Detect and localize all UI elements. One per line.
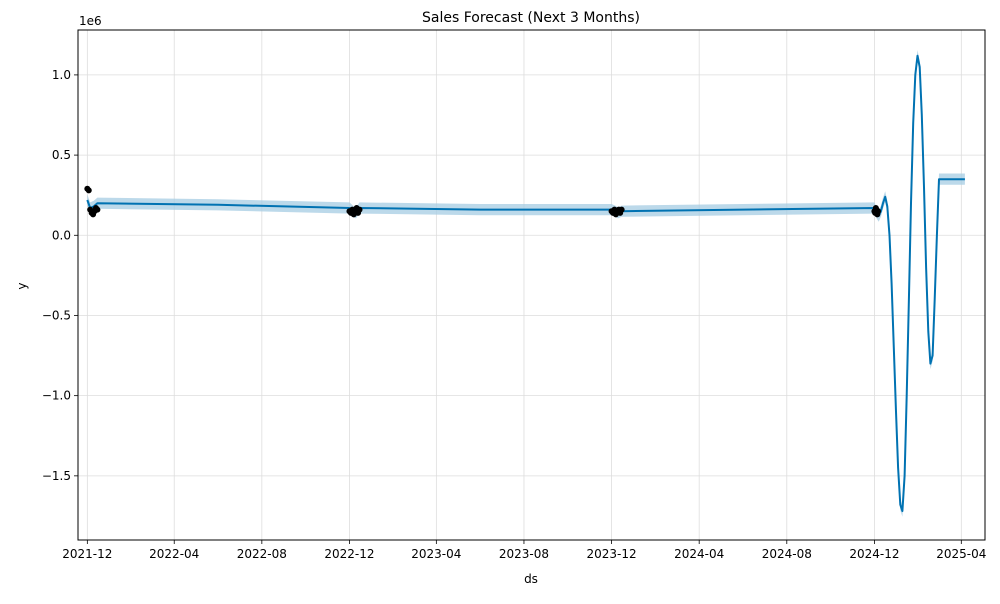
y-tick-label: −0.5 (42, 308, 71, 322)
axis-ticks: 2021-12 2022-04 2022-08 2022-12 2023-04 2023-… (42, 68, 987, 561)
observed-point (874, 208, 881, 215)
observed-point (356, 206, 363, 213)
y-offset-label: 1e6 (79, 14, 102, 28)
y-tick-label: 0.5 (52, 148, 71, 162)
x-tick-label: 2024-04 (674, 547, 724, 561)
x-tick-label: 2023-04 (411, 547, 461, 561)
x-tick-label: 2024-08 (762, 547, 812, 561)
x-tick-label: 2022-08 (237, 547, 287, 561)
chart-title: Sales Forecast (Next 3 Months) (422, 10, 640, 26)
x-tick-label: 2021-12 (62, 547, 112, 561)
observed-point (618, 206, 625, 213)
x-tick-label: 2023-08 (499, 547, 549, 561)
grid-lines (78, 30, 985, 540)
y-tick-label: −1.5 (42, 469, 71, 483)
y-tick-label: 1.0 (52, 68, 71, 82)
x-tick-label: 2022-12 (324, 547, 374, 561)
forecast-line (86, 54, 965, 513)
x-tick-label: 2022-04 (149, 547, 199, 561)
y-tick-label: 0.0 (52, 228, 71, 242)
forecast-line-group (86, 54, 965, 513)
observed-point (85, 187, 92, 194)
x-tick-label: 2024-12 (849, 547, 899, 561)
y-tick-label: −1.0 (42, 389, 71, 403)
plot-frame (77, 29, 986, 541)
y-axis-label: y (15, 282, 29, 289)
x-tick-label: 2023-12 (587, 547, 637, 561)
x-axis-label: ds (524, 572, 538, 586)
x-tick-label: 2025-04 (936, 547, 986, 561)
observed-points (84, 185, 881, 218)
observed-point (94, 206, 101, 213)
